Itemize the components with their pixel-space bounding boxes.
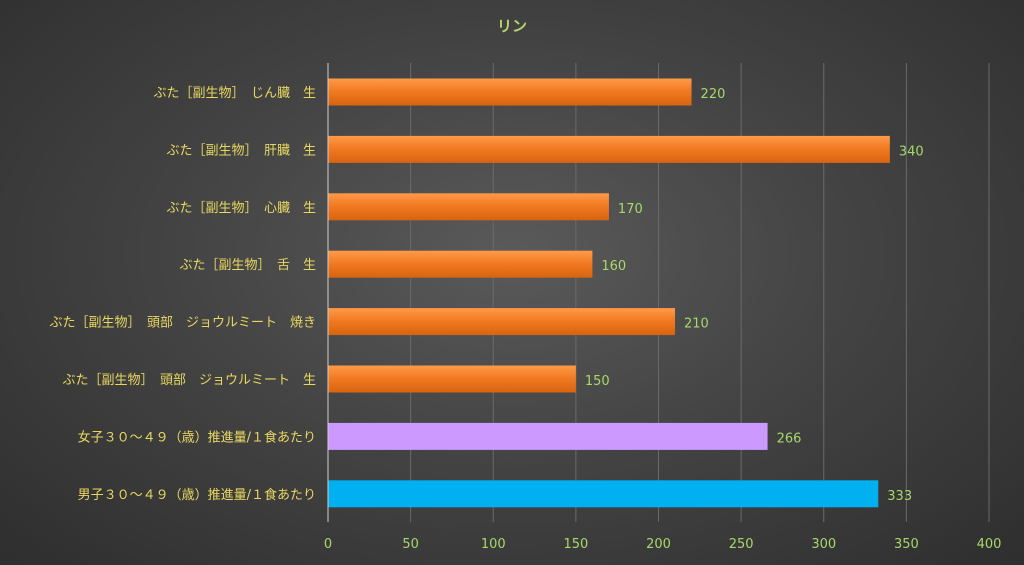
- data-label: 170: [618, 202, 643, 217]
- data-label: 210: [684, 317, 709, 332]
- data-label: 150: [585, 374, 610, 389]
- category-label: ぶた［副生物］ 舌 生: [179, 258, 316, 273]
- category-label: ぶた［副生物］ 肝臓 生: [166, 143, 316, 158]
- category-label: ぶた［副生物］ 頭部 ジョウルミート 生: [62, 373, 316, 388]
- data-label: 220: [701, 87, 726, 102]
- category-label: 女子３０～４９（歳）推進量/１食あたり: [78, 429, 316, 445]
- gridlines: [410, 63, 990, 522]
- bar: [328, 250, 593, 278]
- bar-series: [328, 78, 890, 508]
- x-tick-label: 250: [729, 537, 754, 552]
- category-label: 男子３０～４９（歳）推進量/１食あたり: [78, 487, 316, 503]
- bar: [328, 365, 576, 393]
- data-label: 333: [887, 489, 912, 504]
- bar: [328, 78, 692, 106]
- x-tick-label: 150: [563, 537, 588, 552]
- chart-title: リン: [497, 17, 527, 35]
- data-label: 340: [899, 144, 924, 159]
- x-tick-label: 100: [481, 537, 506, 552]
- x-tick-label: 50: [402, 537, 419, 552]
- x-tick-label: 200: [646, 537, 671, 552]
- x-tick-label: 350: [894, 537, 919, 552]
- category-label: ぶた［副生物］ 心臓 生: [166, 201, 316, 216]
- category-label: ぶた［副生物］ 頭部 ジョウルミート 焼き: [49, 316, 316, 331]
- x-tick-label: 300: [811, 537, 836, 552]
- x-tick-labels: 0 50 100 150 200 250 300 350 400: [324, 537, 1002, 552]
- bar: [328, 480, 879, 508]
- data-label: 266: [777, 431, 802, 446]
- category-label: ぶた［副生物］ じん臓 生: [153, 86, 316, 101]
- category-labels: ぶた［副生物］ じん臓 生ぶた［副生物］ 肝臓 生ぶた［副生物］ 心臓 生ぶた［…: [49, 86, 316, 503]
- data-labels: 220 340 170 160 210 150 266 333: [585, 87, 924, 504]
- x-tick-label: 0: [324, 537, 332, 552]
- data-label: 160: [601, 259, 626, 274]
- bar: [328, 308, 676, 336]
- x-tick-label: 400: [977, 537, 1002, 552]
- bar: [328, 135, 890, 163]
- bar: [328, 422, 768, 450]
- bar: [328, 193, 609, 221]
